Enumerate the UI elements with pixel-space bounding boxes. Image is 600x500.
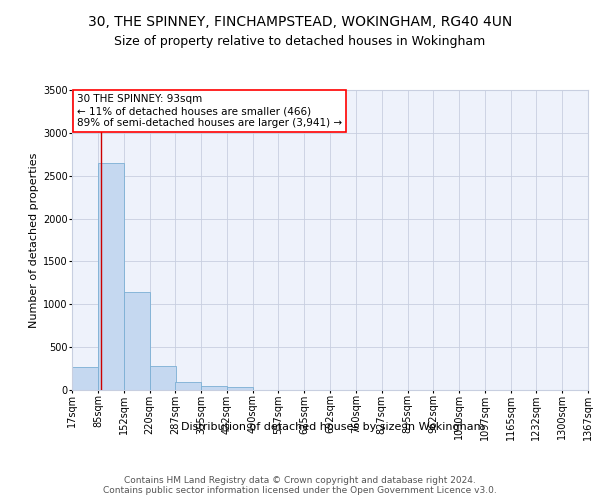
Bar bbox=[227, 388, 253, 390]
Text: 30 THE SPINNEY: 93sqm
← 11% of detached houses are smaller (466)
89% of semi-det: 30 THE SPINNEY: 93sqm ← 11% of detached … bbox=[77, 94, 342, 128]
Text: 30, THE SPINNEY, FINCHAMPSTEAD, WOKINGHAM, RG40 4UN: 30, THE SPINNEY, FINCHAMPSTEAD, WOKINGHA… bbox=[88, 15, 512, 29]
Bar bbox=[98, 163, 124, 390]
Bar bbox=[124, 292, 149, 390]
Text: Distribution of detached houses by size in Wokingham: Distribution of detached houses by size … bbox=[181, 422, 485, 432]
Bar bbox=[149, 366, 176, 390]
Bar bbox=[201, 386, 227, 390]
Text: Contains HM Land Registry data © Crown copyright and database right 2024.
Contai: Contains HM Land Registry data © Crown c… bbox=[103, 476, 497, 495]
Bar bbox=[175, 382, 201, 390]
Bar bbox=[72, 367, 98, 390]
Y-axis label: Number of detached properties: Number of detached properties bbox=[29, 152, 39, 328]
Text: Size of property relative to detached houses in Wokingham: Size of property relative to detached ho… bbox=[115, 35, 485, 48]
